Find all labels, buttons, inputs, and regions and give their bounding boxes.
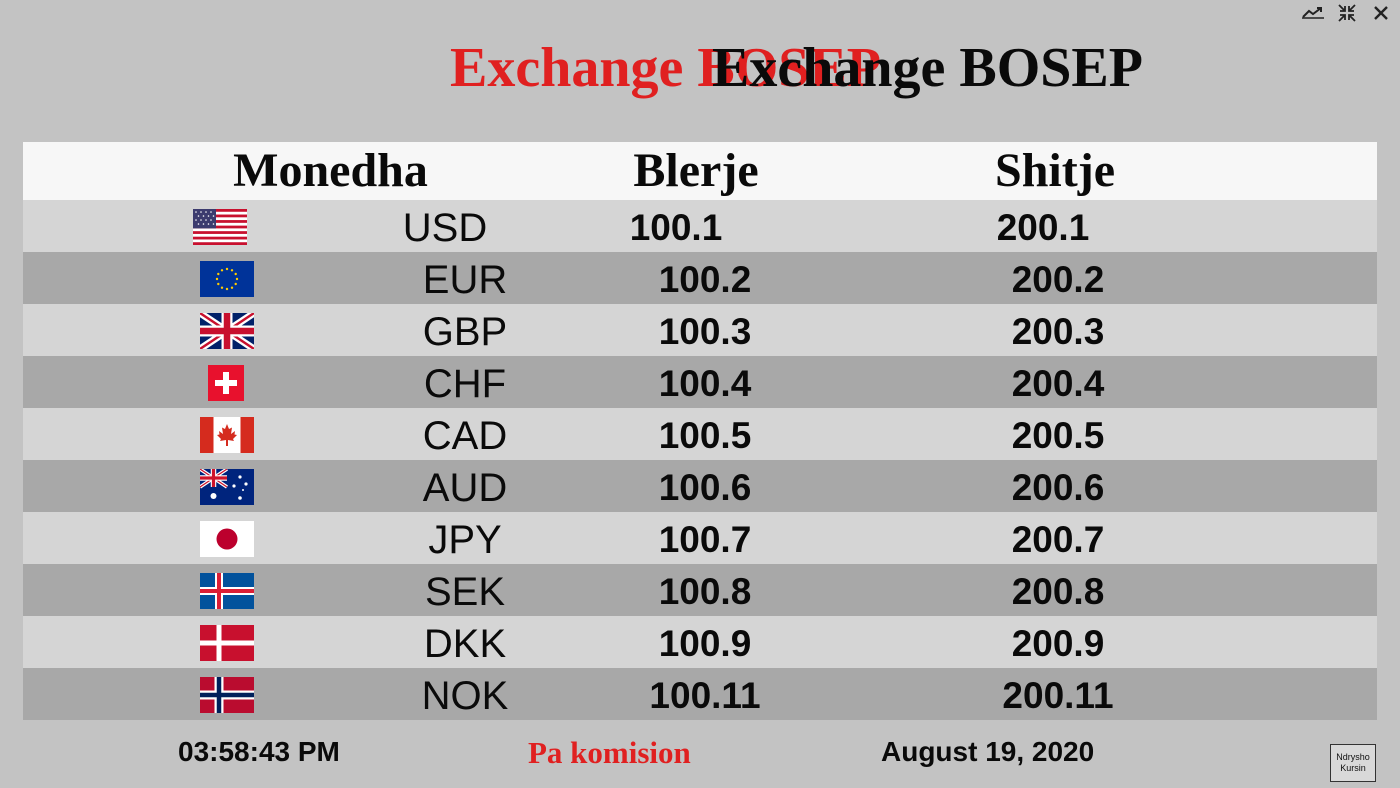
australia-flag-icon	[200, 469, 254, 505]
iceland-flag-icon	[200, 573, 254, 609]
buy-rate: 100.7	[658, 519, 752, 560]
table-row: EUR 100.2 200.2	[23, 252, 1377, 304]
collapse-icon[interactable]	[1332, 2, 1362, 24]
sell-rate: 200.6	[1011, 467, 1105, 508]
exchange-rates-table: Monedha Blerje Shitje	[23, 142, 1377, 720]
canada-flag-icon	[200, 417, 254, 453]
table-row: DKK 100.9 200.9	[23, 616, 1377, 668]
table-row: SEK 100.8 200.8	[23, 564, 1377, 616]
sell-rate: 200.1	[996, 207, 1090, 248]
sell-rate: 200.11	[1002, 675, 1114, 716]
uk-flag-icon	[200, 313, 254, 349]
header-currency: Monedha	[233, 144, 428, 197]
currency-code: CHF	[423, 362, 507, 406]
header-buy: Blerje	[633, 144, 759, 197]
currency-code: EUR	[422, 258, 508, 302]
eu-flag-icon	[200, 261, 254, 297]
sell-rate: 200.4	[1011, 363, 1105, 404]
table-row: USD 100.1 200.1	[23, 200, 1377, 252]
sell-rate: 200.7	[1011, 519, 1105, 560]
currency-code: AUD	[422, 466, 508, 510]
currency-code: GBP	[422, 310, 508, 354]
table-row: CAD 100.5 200.5	[23, 408, 1377, 460]
norway-flag-icon	[200, 677, 254, 713]
app-title-red: Exchange BOSEP	[450, 37, 881, 99]
commission-note: Pa komision	[528, 735, 691, 770]
table-header: Monedha Blerje Shitje	[23, 142, 1377, 200]
buy-rate: 100.9	[658, 623, 752, 664]
close-icon[interactable]	[1366, 2, 1396, 24]
table-row: CHF 100.4 200.4	[23, 356, 1377, 408]
current-date: August 19, 2020	[881, 736, 1095, 767]
header-sell: Shitje	[995, 144, 1115, 197]
app-title: Exchange BOSEP	[712, 37, 1143, 99]
sell-rate: 200.3	[1011, 311, 1105, 352]
sell-rate: 200.8	[1011, 571, 1105, 612]
buy-rate: 100.3	[658, 311, 752, 352]
clock-time: 03:58:43 PM	[178, 736, 340, 767]
buy-rate: 100.8	[658, 571, 752, 612]
change-rate-label-line2: Kursin	[1340, 763, 1366, 773]
buy-rate: 100.5	[658, 415, 752, 456]
table-row: GBP 100.3 200.3	[23, 304, 1377, 356]
table-row: AUD 100.6 200.6	[23, 460, 1377, 512]
buy-rate: 100.6	[658, 467, 752, 508]
sell-rate: 200.9	[1011, 623, 1105, 664]
change-rate-button[interactable]: Ndrysho Kursin	[1330, 744, 1376, 782]
buy-rate: 100.1	[629, 207, 723, 248]
us-flag-icon	[193, 209, 247, 245]
swiss-flag-icon	[208, 365, 246, 401]
restore-icon[interactable]	[1298, 2, 1328, 24]
table-row: NOK 100.11 200.11	[23, 668, 1377, 720]
buy-rate: 100.11	[649, 675, 761, 716]
buy-rate: 100.2	[658, 259, 752, 300]
denmark-flag-icon	[200, 625, 254, 661]
currency-code: CAD	[422, 414, 508, 458]
table-row: JPY 100.7 200.7	[23, 512, 1377, 564]
currency-code: SEK	[424, 570, 506, 614]
sell-rate: 200.5	[1011, 415, 1105, 456]
currency-code: DKK	[423, 622, 507, 666]
change-rate-label-line1: Ndrysho	[1336, 752, 1370, 762]
currency-code: USD	[402, 206, 488, 250]
japan-flag-icon	[200, 521, 254, 557]
sell-rate: 200.2	[1011, 259, 1105, 300]
currency-code: NOK	[421, 674, 509, 718]
currency-code: JPY	[428, 518, 502, 562]
buy-rate: 100.4	[658, 363, 752, 404]
